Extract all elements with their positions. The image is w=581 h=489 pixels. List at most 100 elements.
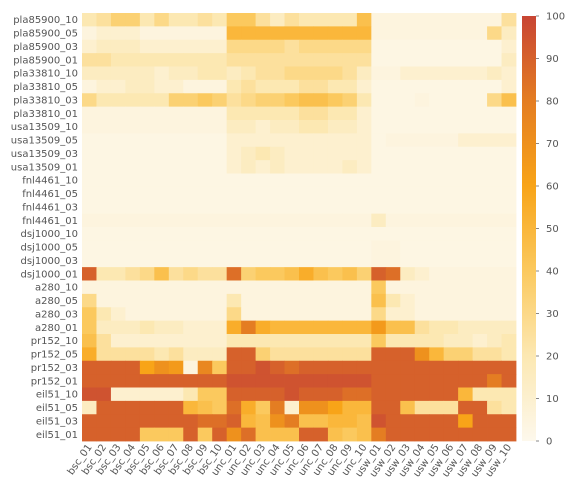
heatmap-cell <box>82 13 97 27</box>
heatmap-cell <box>212 253 228 268</box>
heatmap-cell <box>154 13 170 27</box>
heatmap-cell <box>327 240 343 255</box>
heatmap-cell <box>110 267 126 281</box>
row-label: dsj1000_03 <box>20 256 78 267</box>
heatmap-cell <box>414 347 430 362</box>
heatmap-cell <box>327 106 343 121</box>
heatmap-cell <box>255 106 271 121</box>
heatmap-cell <box>356 253 372 268</box>
heatmap-cell <box>487 227 502 241</box>
heatmap-cell <box>327 133 343 148</box>
heatmap-cell <box>212 146 228 161</box>
heatmap-cell <box>443 13 459 27</box>
heatmap-cell <box>327 79 343 94</box>
heatmap-cell <box>385 146 401 161</box>
heatmap-cell <box>82 200 97 215</box>
heatmap-cell <box>400 133 416 148</box>
heatmap-cell <box>125 253 141 268</box>
row-label: pr152_10 <box>31 336 78 347</box>
heatmap-cell <box>458 320 473 335</box>
heatmap-cell <box>183 267 199 281</box>
heatmap-cell <box>429 293 445 308</box>
heatmap-cell <box>458 400 473 415</box>
heatmap-cell <box>284 280 300 295</box>
heatmap-cell <box>356 267 372 281</box>
heatmap-cell <box>501 79 517 94</box>
heatmap-cell <box>472 293 488 308</box>
heatmap-cell <box>487 307 502 322</box>
heatmap-cell <box>226 307 242 322</box>
heatmap-cell <box>429 53 445 67</box>
heatmap-cell <box>284 39 300 54</box>
heatmap-cell <box>255 227 271 241</box>
heatmap-cell <box>270 320 285 335</box>
heatmap-cell <box>241 320 256 335</box>
heatmap-cell <box>371 280 387 295</box>
heatmap-cell <box>429 186 445 201</box>
heatmap-cell <box>385 120 401 134</box>
heatmap-cell <box>342 427 358 442</box>
heatmap-cell <box>313 374 329 388</box>
heatmap-cell <box>356 280 372 295</box>
heatmap-cell <box>487 253 502 268</box>
heatmap-cell <box>154 227 170 241</box>
heatmap-cell <box>82 253 97 268</box>
heatmap-cell <box>371 120 387 134</box>
heatmap-cell <box>154 106 170 121</box>
heatmap-cell <box>154 66 170 81</box>
heatmap-cell <box>270 106 285 121</box>
heatmap-cell <box>458 186 473 201</box>
heatmap-cell <box>313 414 329 429</box>
heatmap-cell <box>501 387 517 402</box>
heatmap-cell <box>270 213 285 228</box>
heatmap-cell <box>197 173 213 188</box>
heatmap-cell <box>429 307 445 322</box>
heatmap-cell <box>429 320 445 335</box>
heatmap-cell <box>458 53 473 67</box>
heatmap-cell <box>241 133 256 148</box>
heatmap-cell <box>414 66 430 81</box>
heatmap-cell <box>414 53 430 67</box>
heatmap-cell <box>400 414 416 429</box>
heatmap-cell <box>472 186 488 201</box>
heatmap-cell <box>472 93 488 108</box>
heatmap-cell <box>472 173 488 188</box>
heatmap-cell <box>241 374 256 388</box>
heatmap-cell <box>429 79 445 94</box>
heatmap-cell <box>371 79 387 94</box>
colorbar-tick-label: 100 <box>546 12 565 23</box>
heatmap-cell <box>284 320 300 335</box>
heatmap-cell <box>414 133 430 148</box>
heatmap-cell <box>125 106 141 121</box>
heatmap-cell <box>371 213 387 228</box>
heatmap-cell <box>226 240 242 255</box>
heatmap-cell <box>472 267 488 281</box>
heatmap-cell <box>284 253 300 268</box>
heatmap-cell <box>385 39 401 54</box>
heatmap-cell <box>139 53 155 67</box>
heatmap-cell <box>487 146 502 161</box>
heatmap-cell <box>371 240 387 255</box>
heatmap-cell <box>356 53 372 67</box>
heatmap-cell <box>139 267 155 281</box>
heatmap-cell <box>226 186 242 201</box>
heatmap-cell <box>255 200 271 215</box>
heatmap-cell <box>429 267 445 281</box>
heatmap-cell <box>183 39 199 54</box>
heatmap-cell <box>270 160 285 174</box>
heatmap-cell <box>400 253 416 268</box>
heatmap-cell <box>327 267 343 281</box>
heatmap-cell <box>487 400 502 415</box>
heatmap-cell <box>414 173 430 188</box>
heatmap-cell <box>472 66 488 81</box>
heatmap-cell <box>284 360 300 375</box>
heatmap-cell <box>82 227 97 241</box>
heatmap-cell <box>82 400 97 415</box>
heatmap-cell <box>472 120 488 134</box>
row-label: fnl4461_10 <box>22 176 78 187</box>
heatmap-cell <box>400 26 416 41</box>
heatmap-cell <box>226 387 242 402</box>
heatmap-cell <box>371 387 387 402</box>
heatmap-cell <box>168 146 184 161</box>
